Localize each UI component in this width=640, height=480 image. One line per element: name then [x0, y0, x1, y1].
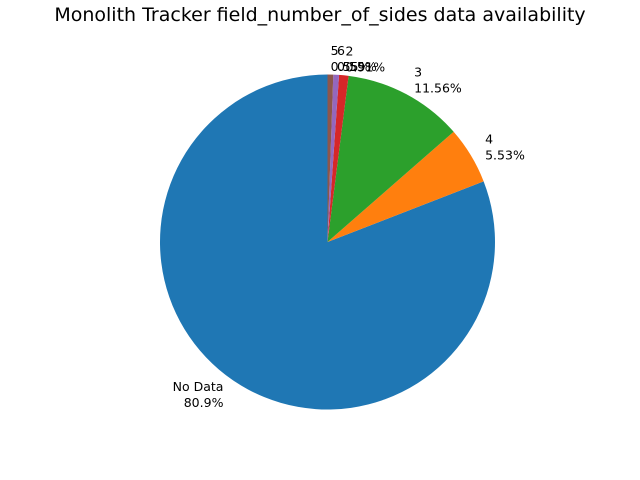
pie-slice-4 [327, 131, 484, 242]
pie-slice-3 [327, 75, 454, 242]
pie-slices [159, 74, 495, 410]
slice-label-5: 5 0.55% [331, 43, 371, 74]
slice-label-4: 4 5.53% [485, 132, 525, 163]
slice-label-2: 2 0.91% [345, 44, 385, 75]
pie-labels: No Data 80.9% 4 5.53% 3 11.56% 2 0.91%6 0.55%5 0.… [173, 43, 525, 410]
pie-slice-2 [327, 74, 349, 243]
pie-slice-6 [327, 74, 340, 242]
chart-title: Monolith Tracker field_number_of_sides d… [54, 4, 586, 26]
pie-slice-no-data [159, 74, 495, 410]
slice-label-no-data: No Data 80.9% [173, 379, 224, 410]
slice-label-6: 6 0.55% [337, 43, 377, 74]
slice-label-3: 3 11.56% [414, 64, 462, 95]
pie-slice-5 [327, 74, 334, 242]
